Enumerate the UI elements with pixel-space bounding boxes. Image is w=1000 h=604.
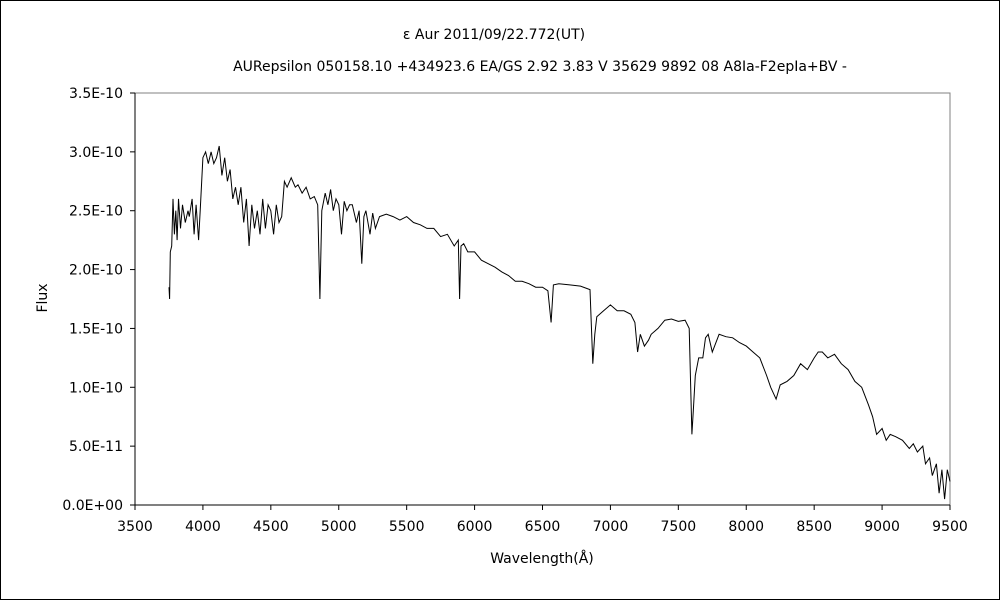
y-tick-label: 2.5E-10: [69, 204, 123, 220]
y-tick-label: 1.0E-10: [69, 380, 123, 396]
y-tick-label: 3.5E-10: [69, 86, 123, 102]
x-tick-label: 7000: [593, 519, 629, 535]
x-tick-label: 4000: [185, 519, 221, 535]
spectrum-line: [168, 145, 951, 500]
x-tick-label: 9000: [864, 519, 900, 535]
x-tick-label: 3500: [117, 519, 153, 535]
y-tick-label: 5.0E-11: [69, 439, 123, 455]
x-tick-label: 8000: [728, 519, 764, 535]
x-tick-label: 4500: [253, 519, 289, 535]
y-tick-label: 0.0E+00: [62, 498, 123, 514]
x-axis-label: Wavelength(Å): [490, 550, 594, 567]
x-tick-label: 6500: [525, 519, 561, 535]
y-axis-label: Flux: [35, 283, 51, 312]
x-tick-label: 6000: [457, 519, 493, 535]
x-tick-label: 8500: [796, 519, 832, 535]
chart-subtitle: AURepsilon 050158.10 +434923.6 EA/GS 2.9…: [233, 59, 847, 75]
y-tick-label: 3.0E-10: [69, 145, 123, 161]
x-tick-label: 5000: [321, 519, 357, 535]
y-tick-label: 1.5E-10: [69, 321, 123, 337]
x-tick-label: 7500: [661, 519, 697, 535]
x-tick-label: 5500: [389, 519, 425, 535]
x-tick-label: 9500: [932, 519, 968, 535]
y-tick-label: 2.0E-10: [69, 263, 123, 279]
chart-title: ε Aur 2011/09/22.772(UT): [403, 27, 585, 43]
